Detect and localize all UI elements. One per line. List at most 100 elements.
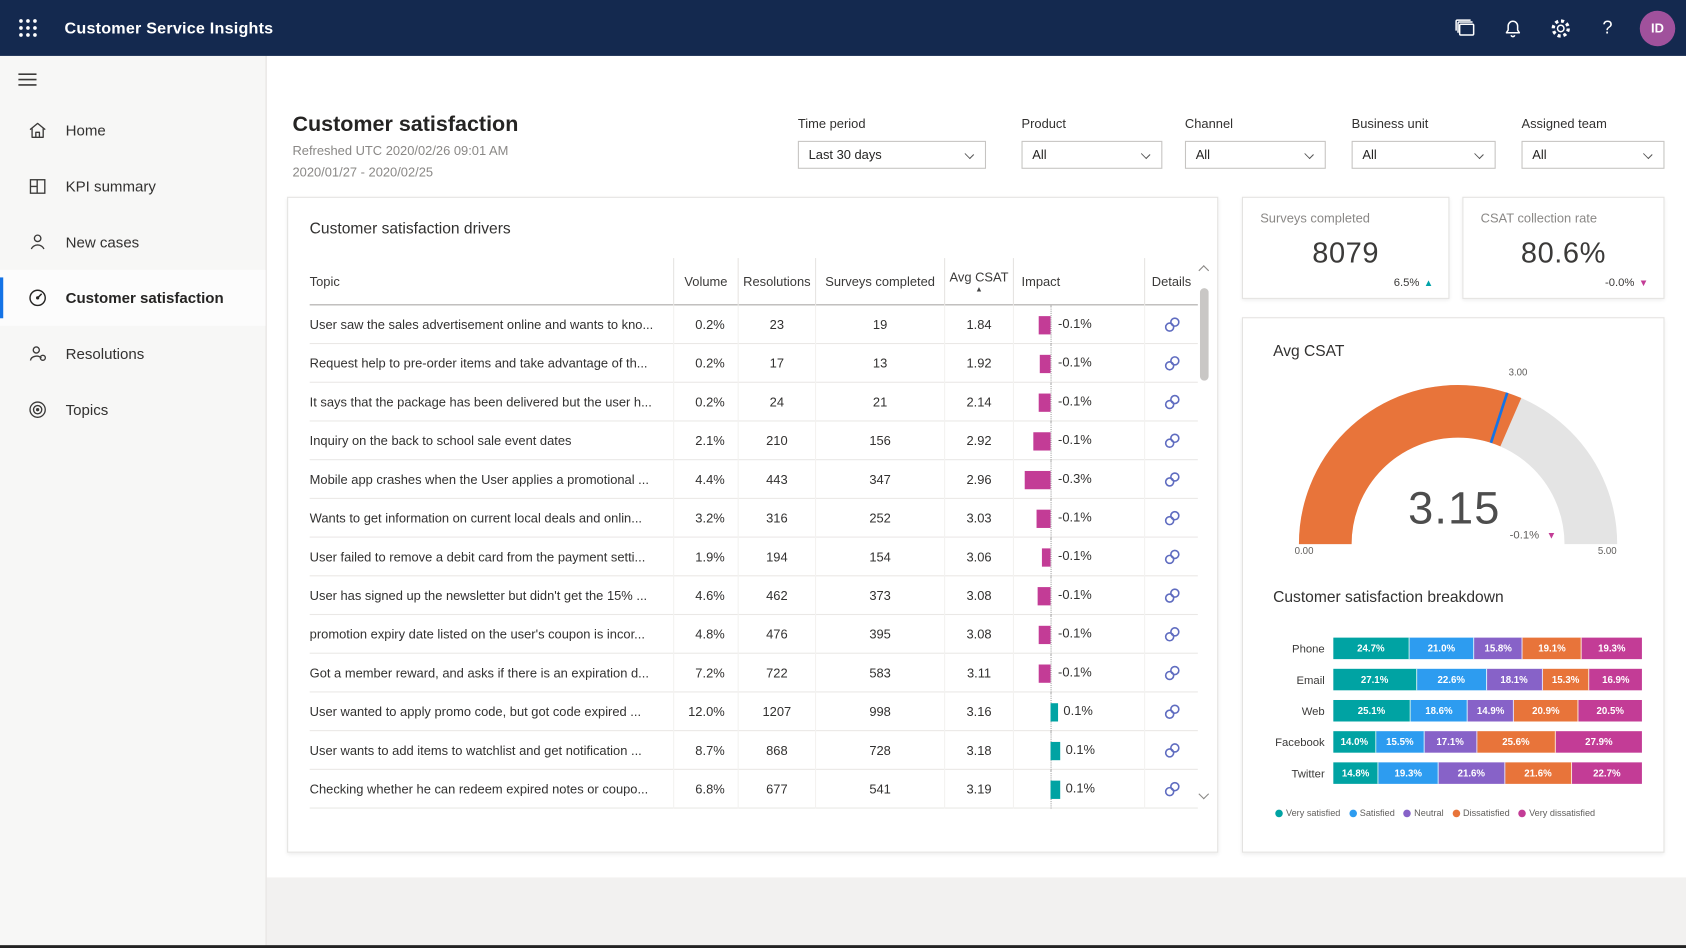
segment-value: 19.3% [1598, 643, 1626, 654]
details-cell[interactable] [1144, 460, 1198, 499]
hamburger-menu-icon[interactable] [0, 56, 52, 103]
breakdown-segment[interactable]: 18.6% [1410, 699, 1469, 722]
breakdown-segment[interactable]: 17.1% [1424, 731, 1477, 753]
breakdown-segment[interactable]: 22.7% [1571, 762, 1642, 784]
breakdown-segment[interactable]: 21.6% [1505, 762, 1572, 784]
link-icon[interactable] [1163, 587, 1180, 604]
driver-row[interactable]: Mobile app crashes when the User applies… [309, 460, 1198, 499]
link-icon[interactable] [1163, 432, 1180, 449]
column-header-resolutions[interactable]: Resolutions [737, 258, 815, 306]
breakdown-segment[interactable]: 19.1% [1523, 637, 1583, 660]
link-icon[interactable] [1163, 703, 1180, 720]
driver-row[interactable]: It says that the package has been delive… [309, 382, 1198, 422]
link-icon[interactable] [1163, 548, 1180, 565]
driver-row[interactable]: Inquiry on the back to school sale event… [309, 421, 1198, 461]
details-cell[interactable] [1144, 537, 1198, 577]
waffle-icon[interactable] [0, 0, 56, 56]
notifications-icon[interactable] [1489, 0, 1536, 56]
breakdown-segment[interactable]: 15.3% [1542, 668, 1590, 691]
breakdown-segment[interactable]: 22.6% [1416, 668, 1487, 691]
sidebar-item-new-cases[interactable]: New cases [0, 214, 266, 270]
avg-csat-cell: 3.06 [944, 537, 1013, 577]
filter-dropdown[interactable]: Last 30 days [797, 140, 987, 169]
link-icon[interactable] [1163, 626, 1180, 643]
driver-row[interactable]: Got a member reward, and asks if there i… [309, 653, 1198, 693]
breakdown-segment[interactable]: 21.6% [1438, 762, 1506, 784]
column-header-volume[interactable]: Volume [673, 258, 738, 306]
link-icon[interactable] [1163, 394, 1180, 411]
filter-dropdown[interactable]: All [1521, 140, 1665, 169]
breakdown-segment[interactable]: 24.7% [1333, 637, 1410, 660]
table-scrollbar[interactable] [1197, 262, 1212, 802]
driver-row[interactable]: User has signed up the newsletter but di… [309, 576, 1198, 616]
sidebar-item-home[interactable]: Home [0, 102, 266, 158]
scrollbar-down-icon[interactable] [1198, 788, 1210, 800]
details-cell[interactable] [1144, 731, 1198, 770]
driver-row[interactable]: Wants to get information on current loca… [309, 498, 1198, 538]
sidebar-item-topics[interactable]: Topics [0, 382, 266, 438]
environments-icon[interactable] [1442, 0, 1489, 56]
column-header-avg-csat[interactable]: Avg CSAT ▲ [944, 258, 1013, 306]
link-icon[interactable] [1163, 355, 1180, 372]
details-cell[interactable] [1144, 305, 1198, 345]
scrollbar-thumb[interactable] [1199, 288, 1209, 381]
details-cell[interactable] [1144, 615, 1198, 654]
breakdown-segment[interactable]: 16.9% [1589, 668, 1642, 691]
breakdown-segment[interactable]: 20.5% [1578, 699, 1642, 722]
column-header-topic[interactable]: Topic [310, 258, 673, 305]
link-icon[interactable] [1163, 742, 1180, 759]
settings-icon[interactable] [1537, 0, 1584, 56]
avatar[interactable]: ID [1639, 10, 1676, 46]
link-icon[interactable] [1163, 510, 1180, 527]
details-cell[interactable] [1144, 653, 1198, 693]
details-cell[interactable] [1144, 576, 1198, 616]
filter-label: Product [1021, 116, 1066, 132]
filter-dropdown[interactable]: All [1351, 140, 1496, 169]
impact-cell: 0.1% [1012, 731, 1144, 770]
breakdown-segment[interactable]: 21.0% [1409, 637, 1475, 660]
sidebar-item-resolutions[interactable]: Resolutions [0, 326, 266, 382]
sidebar-item-customer-satisfaction[interactable]: Customer satisfaction [0, 269, 266, 326]
driver-row[interactable]: promotion expiry date listed on the user… [309, 615, 1198, 654]
driver-row[interactable]: User wanted to apply promo code, but got… [309, 692, 1198, 732]
breakdown-segment[interactable]: 19.3% [1378, 762, 1439, 784]
breakdown-segment[interactable]: 14.9% [1468, 699, 1515, 722]
details-cell[interactable] [1144, 421, 1198, 461]
sidebar-item-kpi-summary[interactable]: KPI summary [0, 158, 266, 214]
filter-dropdown[interactable]: All [1021, 140, 1163, 169]
breakdown-segment[interactable]: 27.9% [1555, 731, 1642, 753]
details-cell[interactable] [1144, 692, 1198, 732]
link-icon[interactable] [1163, 665, 1180, 682]
details-cell[interactable] [1144, 769, 1198, 809]
driver-row[interactable]: Checking whether he can redeem expired n… [309, 769, 1198, 809]
breakdown-row-email: Email 27.1% 22.6% 18.1% 15.3% 16.9% [1243, 668, 1666, 700]
column-header-impact[interactable]: Impact [1012, 258, 1144, 306]
driver-row[interactable]: Request help to pre-order items and take… [309, 344, 1198, 383]
breakdown-segment[interactable]: 27.1% [1333, 668, 1417, 691]
scrollbar-up-icon[interactable] [1198, 265, 1210, 276]
breakdown-segment[interactable]: 14.0% [1333, 731, 1377, 753]
breakdown-segment[interactable]: 15.5% [1376, 731, 1425, 753]
breakdown-segment[interactable]: 14.8% [1333, 762, 1379, 784]
breakdown-segment[interactable]: 25.1% [1333, 699, 1411, 722]
filter-dropdown[interactable]: All [1184, 140, 1326, 169]
link-icon[interactable] [1163, 316, 1180, 333]
help-icon[interactable]: ? [1602, 17, 1613, 38]
breakdown-segment[interactable]: 25.6% [1476, 731, 1556, 753]
driver-row[interactable]: User wants to add items to watchlist and… [309, 731, 1198, 770]
details-cell[interactable] [1144, 344, 1198, 383]
driver-row[interactable]: User failed to remove a debit card from … [309, 537, 1198, 577]
breakdown-segment[interactable]: 15.8% [1474, 637, 1524, 660]
breakdown-segment[interactable]: 20.9% [1514, 699, 1579, 722]
surveys-cell: 395 [815, 615, 944, 654]
breakdown-segment[interactable]: 18.1% [1486, 668, 1543, 691]
column-header-details[interactable]: Details [1144, 258, 1198, 306]
link-icon[interactable] [1163, 471, 1180, 488]
details-cell[interactable] [1144, 382, 1198, 422]
driver-row[interactable]: User saw the sales advertisement online … [309, 305, 1198, 345]
details-cell[interactable] [1144, 498, 1198, 538]
column-header-label: Avg CSAT [949, 269, 1009, 285]
column-header-surveys-completed[interactable]: Surveys completed [815, 258, 944, 306]
link-icon[interactable] [1163, 781, 1180, 798]
breakdown-segment[interactable]: 19.3% [1582, 637, 1642, 660]
